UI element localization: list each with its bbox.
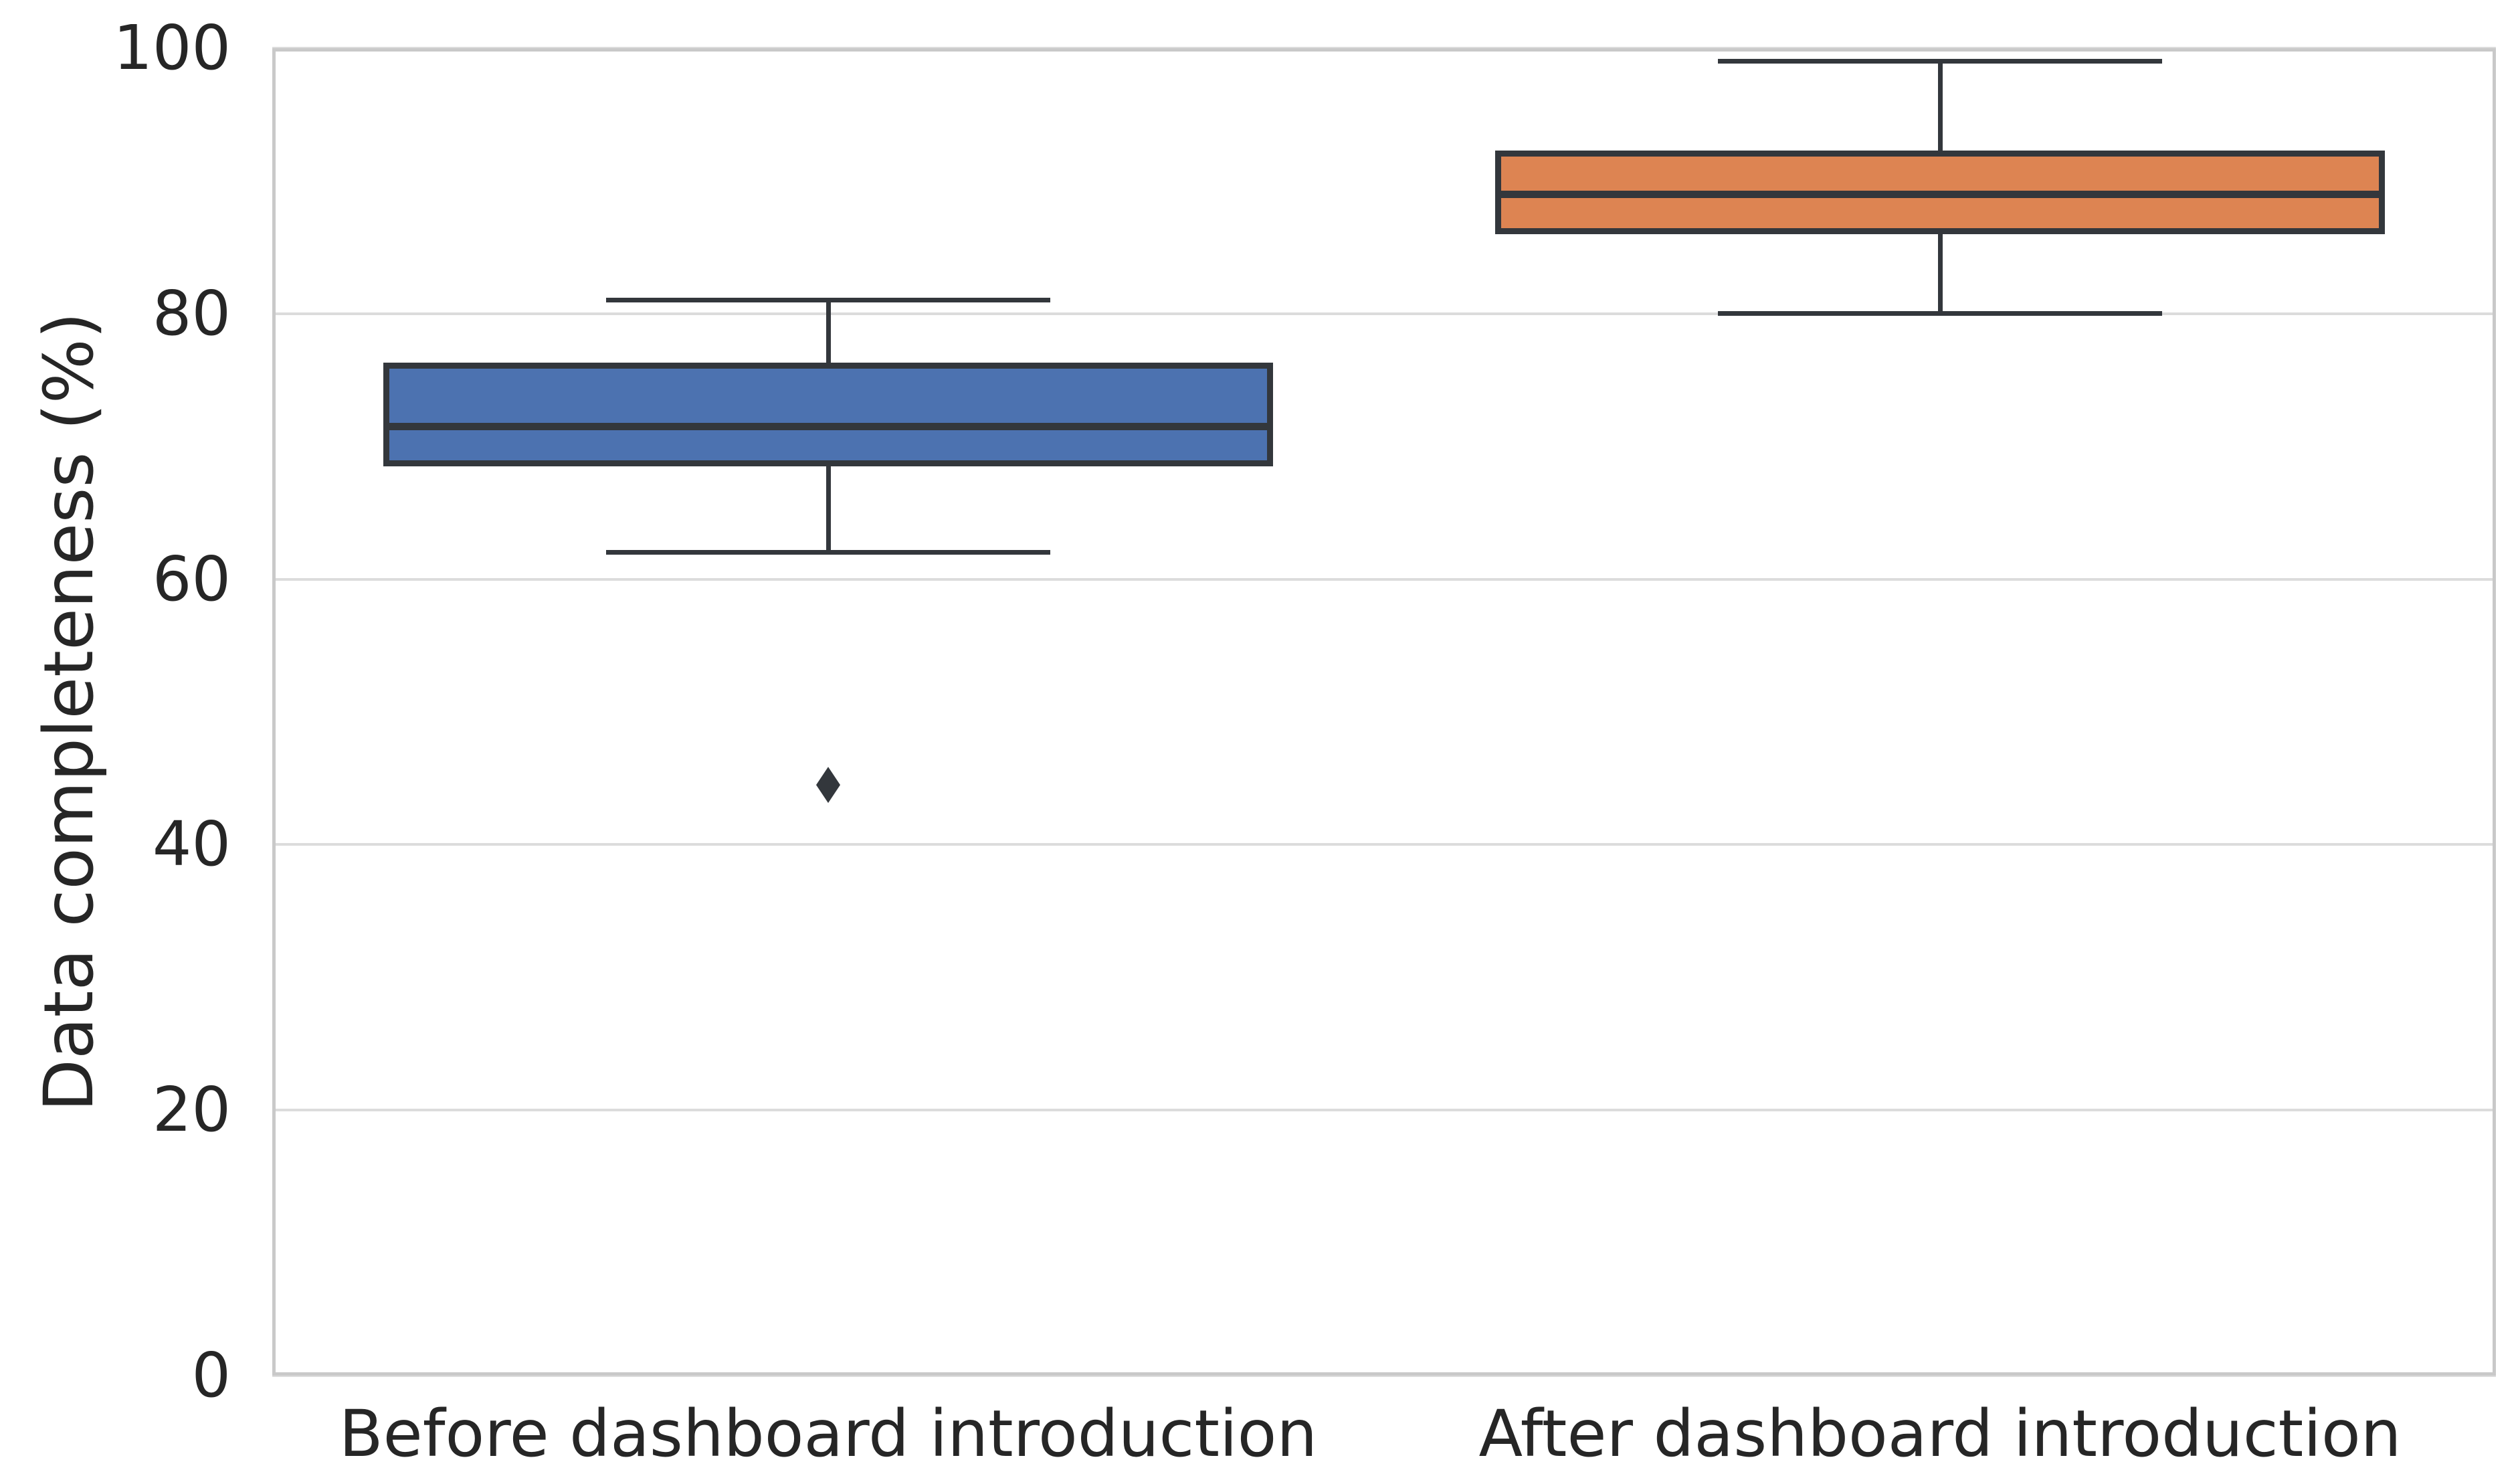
upper-whisker-line (826, 300, 831, 363)
upper-whisker-cap (605, 298, 1051, 303)
y-tick-label: 40 (152, 808, 231, 881)
y-gridline (272, 577, 2496, 581)
upper-whisker-line (1937, 61, 1943, 151)
y-tick-label: 0 (191, 1340, 231, 1411)
iqr-box (383, 363, 1273, 466)
y-tick-label: 60 (152, 543, 231, 615)
lower-whisker-cap (1717, 311, 2163, 316)
x-category-label: After dashboard introduction (1478, 1396, 2402, 1471)
plot-area (272, 48, 2496, 1376)
lower-whisker-line (1937, 234, 1943, 314)
y-gridline (272, 312, 2496, 315)
y-axis-label: Data completeness (%) (29, 312, 109, 1112)
x-category-label: Before dashboard introduction (338, 1396, 1318, 1471)
lower-whisker-line (826, 466, 831, 553)
y-gridline (272, 1374, 2496, 1377)
median-line (1501, 190, 2379, 198)
y-tick-label: 80 (152, 277, 231, 349)
y-gridline (272, 843, 2496, 846)
y-tick-label: 100 (113, 12, 231, 84)
y-tick-label: 20 (152, 1074, 231, 1146)
y-gridline (272, 1109, 2496, 1112)
lower-whisker-cap (605, 550, 1051, 555)
upper-whisker-cap (1717, 59, 2163, 64)
median-line (389, 422, 1267, 430)
